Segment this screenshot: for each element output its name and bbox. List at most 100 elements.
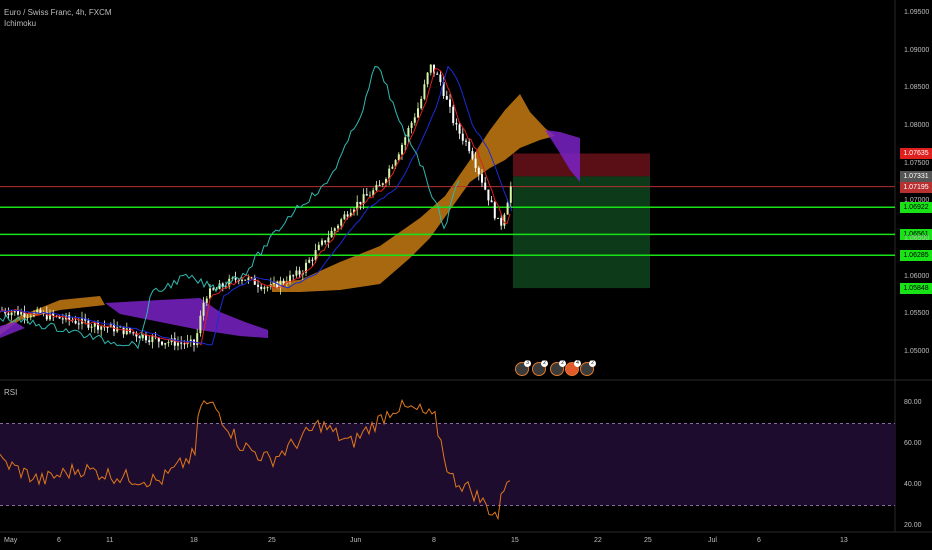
time-tick: May [4, 537, 18, 544]
economic-event-icon[interactable]: 4 [565, 360, 581, 376]
candle-body [260, 286, 263, 289]
candle-body [135, 333, 138, 337]
candle-body [61, 318, 64, 320]
price-tick: 1.06000 [904, 272, 930, 280]
candle-body [141, 334, 144, 339]
candle-body [500, 217, 503, 226]
candle-body [343, 214, 346, 220]
price-tag: 1.07195 [900, 181, 932, 193]
price-tick: 1.07000 [904, 197, 930, 205]
candle-body [52, 312, 55, 316]
candle-body [397, 154, 400, 161]
rsi-tick: 60.00 [904, 440, 922, 447]
economic-event-icon[interactable]: 2 [580, 360, 596, 376]
candle-body [77, 323, 80, 325]
event-count-badge: 3 [524, 360, 531, 367]
candle-body [484, 182, 487, 190]
candle-body [359, 201, 362, 205]
price-tick: 1.08000 [904, 122, 930, 129]
candle-body [97, 322, 99, 330]
candle-body [417, 108, 419, 118]
candle-body [385, 178, 387, 184]
candle-body [177, 342, 179, 346]
candle-body [497, 217, 499, 219]
candle-body [413, 117, 416, 123]
candle-body [93, 322, 96, 327]
candle-body [375, 184, 378, 191]
candle-body [205, 298, 208, 303]
candle-body [119, 326, 122, 328]
candle-body [106, 326, 109, 328]
kijun-line [0, 65, 513, 346]
ichimoku-legend[interactable]: Ichimoku [4, 19, 37, 28]
candle-body [333, 228, 336, 231]
candle-body [266, 287, 269, 289]
candle-body [404, 137, 407, 145]
candle-body [36, 309, 39, 313]
time-tick: Jul [708, 537, 717, 544]
candle-body [509, 186, 512, 203]
candle-body [247, 277, 250, 281]
candle-body [282, 280, 285, 284]
time-tick: 25 [268, 537, 276, 544]
price-tick: 1.05000 [904, 348, 930, 355]
candle-body [340, 219, 343, 226]
symbol-title[interactable]: Euro / Swiss Franc, 4h, FXCM [4, 8, 112, 17]
economic-event-icon[interactable]: 2 [550, 360, 566, 376]
candle-body [311, 259, 314, 261]
candle-body [429, 64, 432, 73]
candle-body [477, 167, 480, 175]
price-tag: 1.06285 [900, 250, 932, 262]
candle-body [13, 310, 16, 313]
candle-body [481, 174, 483, 183]
candle-body [433, 64, 435, 74]
candle-body [148, 340, 151, 343]
candle-body [353, 209, 355, 213]
economic-event-icon[interactable]: 3 [515, 360, 531, 376]
economic-event-icon[interactable]: 2 [532, 360, 548, 376]
candle-body [298, 270, 301, 275]
candle-body [381, 183, 384, 185]
chikou-line [0, 65, 460, 350]
candle-body [17, 310, 19, 315]
price-tick: 1.05500 [904, 310, 930, 318]
candle-body [244, 279, 247, 281]
candle-body [308, 259, 311, 263]
candle-body [173, 338, 176, 346]
time-tick: 25 [644, 537, 652, 544]
candle-body [410, 122, 413, 129]
candle-body [487, 189, 490, 201]
candle-body [273, 281, 275, 285]
candle-body [471, 151, 474, 159]
candle-body [369, 195, 371, 197]
stop-loss-zone [513, 153, 650, 177]
price-tick: 1.06500 [904, 235, 930, 242]
candle-body [196, 333, 199, 345]
candle-body [241, 279, 243, 282]
candle-body [58, 316, 61, 319]
candle-body [289, 275, 291, 283]
candle-body [10, 312, 13, 316]
cloud-bear-1 [0, 322, 25, 338]
candle-body [365, 194, 368, 196]
candle-body [228, 278, 231, 287]
candle-body [90, 326, 93, 328]
candle-body [180, 342, 183, 344]
candle-body [138, 336, 141, 339]
candle-body [378, 184, 381, 186]
candle-body [250, 277, 253, 279]
candle-body [388, 168, 391, 179]
candle-body [439, 74, 442, 83]
candle-body [330, 230, 333, 238]
event-count-badge: 2 [559, 360, 566, 367]
candle-body [346, 214, 349, 217]
candle-body [7, 313, 10, 316]
rsi-line [0, 398, 511, 521]
price-tick: 1.09000 [904, 46, 930, 54]
candle-body [221, 283, 224, 287]
candle-body [39, 309, 42, 314]
rsi-legend[interactable]: RSI [4, 388, 18, 397]
candle-body [349, 212, 352, 217]
candle-body [503, 214, 506, 226]
